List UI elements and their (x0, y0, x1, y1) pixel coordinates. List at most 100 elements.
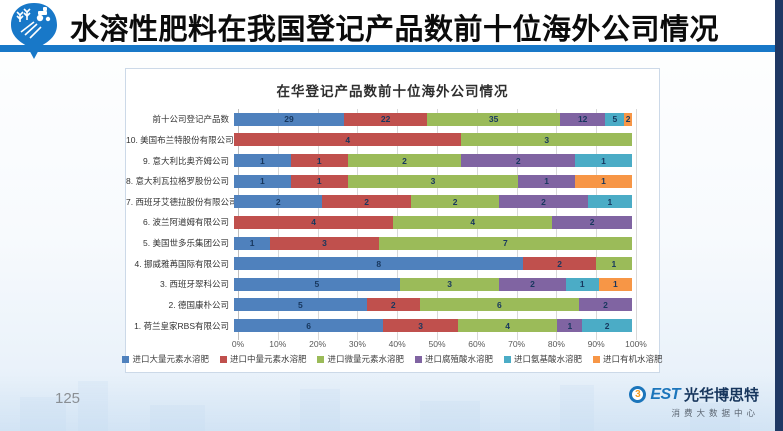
bar-segment: 1 (234, 236, 271, 250)
bar-row: 10. 美国布兰特股份有限公司 4 3 (126, 133, 659, 147)
bar-row: 6. 波兰阿道姆有限公司 4 4 2 (126, 215, 659, 229)
chart-title: 在华登记产品数前十位海外公司情况 (276, 84, 509, 99)
bar-segment: 2 (499, 277, 566, 291)
category-label: 7. 西班牙艾德拉股份有限公司 (126, 196, 238, 207)
category-label: 5. 美国世多乐集团公司 (143, 238, 229, 249)
page-number: 125 (55, 390, 81, 407)
x-tick-label: 70% (508, 339, 526, 349)
legend-item: 进口氨基酸水溶肥 (504, 353, 582, 365)
bar-segment: 6 (234, 319, 384, 333)
x-tick-label: 80% (547, 339, 565, 349)
bar-segment: 2 (410, 195, 500, 209)
bar-segment: 12 (559, 112, 606, 126)
bar-segment: 2 (552, 215, 632, 229)
x-tick-label: 0% (231, 339, 245, 349)
bar-segment: 1 (290, 174, 348, 188)
bar-segment: 2 (624, 112, 632, 126)
bar-segment: 8 (234, 257, 524, 271)
footer-brand: 3 EST 光华博思特 消费大数据中心 (629, 384, 759, 419)
category-label: 9. 意大利比奥齐姆公司 (143, 155, 229, 166)
brand-circle-icon: 3 (629, 386, 647, 403)
legend-item: 进口微量元素水溶肥 (317, 353, 404, 365)
category-label: 3. 西班牙翠科公司 (160, 279, 229, 290)
x-tick-label: 30% (348, 339, 366, 349)
bar-segment: 1 (565, 277, 599, 291)
bar-row: 3. 西班牙翠科公司 5 3 2 1 1 (126, 277, 659, 291)
bar-segment: 1 (518, 174, 576, 188)
brand-name: 光华博思特 (683, 387, 759, 404)
bar-segment: 2 (499, 195, 588, 209)
bar-segment: 3 (461, 133, 632, 147)
legend-item: 进口腐殖酸水溶肥 (415, 353, 493, 365)
legend-label: 进口中量元素水溶肥 (229, 354, 307, 364)
bar-row: 7. 西班牙艾德拉股份有限公司 2 2 2 2 1 (126, 195, 659, 209)
category-label: 6. 波兰阿道姆有限公司 (143, 217, 229, 228)
x-tick-label: 10% (269, 339, 287, 349)
category-label: 4. 挪威雅苒国际有限公司 (134, 258, 229, 269)
x-tick-label: 20% (309, 339, 327, 349)
bar-segment: 6 (419, 298, 579, 312)
bar-segment: 1 (575, 154, 632, 168)
x-tick-label: 40% (388, 339, 406, 349)
bar-segment: 4 (234, 133, 462, 147)
legend-swatch-icon (219, 355, 227, 363)
bar-row: 9. 意大利比奥齐姆公司 1 1 2 2 1 (126, 154, 659, 168)
chart-plot-area: 前十公司登记产品数 29 22 35 12 5 2 10. 美国布兰特股份有限公司 4 3 9. 意… (126, 109, 659, 340)
bar-segment: 3 (399, 277, 500, 291)
bar-segment: 3 (347, 174, 519, 188)
bar-segment: 1 (595, 257, 632, 271)
bar-segment: 1 (234, 174, 291, 188)
bar-segment: 2 (322, 195, 411, 209)
bar-row: 前十公司登记产品数 29 22 35 12 5 2 (126, 112, 659, 126)
legend-swatch-icon (415, 355, 422, 363)
x-tick-label: 90% (587, 339, 605, 349)
x-axis: 0% 10% 20% 30% 40% 50% 60% 70% 80% 90% 100% (232, 336, 647, 350)
bar-segment: 1 (575, 174, 632, 188)
slide-header: 水溶性肥料在我国登记产品数前十位海外公司情况 (0, 0, 783, 46)
bar-row: 4. 挪威雅苒国际有限公司 8 2 1 (126, 257, 659, 271)
bar-segment: 4 (393, 215, 553, 229)
legend-label: 进口腐殖酸水溶肥 (425, 354, 494, 364)
bar-segment: 29 (234, 112, 344, 126)
bar-segment: 1 (234, 154, 291, 168)
category-label: 前十公司登记产品数 (152, 114, 229, 125)
bar-segment: 2 (582, 319, 632, 333)
farm-balloon-logo-icon (8, 2, 60, 60)
bar-segment: 2 (578, 298, 632, 312)
category-label: 8. 意大利瓦拉格罗股份公司 (126, 176, 229, 187)
bar-rows: 前十公司登记产品数 29 22 35 12 5 2 10. 美国布兰特股份有限公司 4 3 9. 意… (126, 109, 659, 336)
category-label: 1. 荷兰皇家RBS有限公司 (134, 320, 229, 331)
legend-swatch-icon (504, 355, 512, 363)
bar-segment: 22 (343, 112, 428, 126)
brand-est-text: EST (650, 385, 680, 403)
gridline-100% (636, 109, 637, 340)
x-tick-label: 60% (468, 339, 486, 349)
chart-legend: 进口大量元素水溶肥 进口中量元素水溶肥 进口微量元素水溶肥 进口腐殖酸水溶肥 进口氨基酸… (122, 353, 663, 365)
category-label: 10. 美国布兰特股份有限公司 (126, 134, 234, 145)
bar-segment: 5 (234, 298, 367, 312)
bar-row: 5. 美国世多乐集团公司 1 3 7 (126, 236, 659, 250)
page-title: 水溶性肥料在我国登记产品数前十位海外公司情况 (70, 14, 720, 46)
bar-segment: 1 (290, 154, 348, 168)
bar-segment: 5 (234, 277, 400, 291)
header-accent-line (0, 45, 783, 52)
bar-row: 1. 荷兰皇家RBS有限公司 6 3 4 1 2 (126, 319, 659, 333)
bar-segment: 5 (605, 112, 625, 126)
chart-panel: 在华登记产品数前十位海外公司情况 前十公司登记产品数 29 22 35 12 5 2 10. … (122, 68, 663, 373)
bar-segment: 2 (234, 195, 323, 209)
category-label: 2. 德国康朴公司 (168, 299, 229, 310)
right-border-strip (775, 0, 783, 431)
bar-segment: 2 (523, 257, 596, 271)
bar-segment: 2 (366, 298, 420, 312)
bar-segment: 2 (461, 154, 576, 168)
legend-label: 进口有机水溶肥 (603, 354, 663, 364)
